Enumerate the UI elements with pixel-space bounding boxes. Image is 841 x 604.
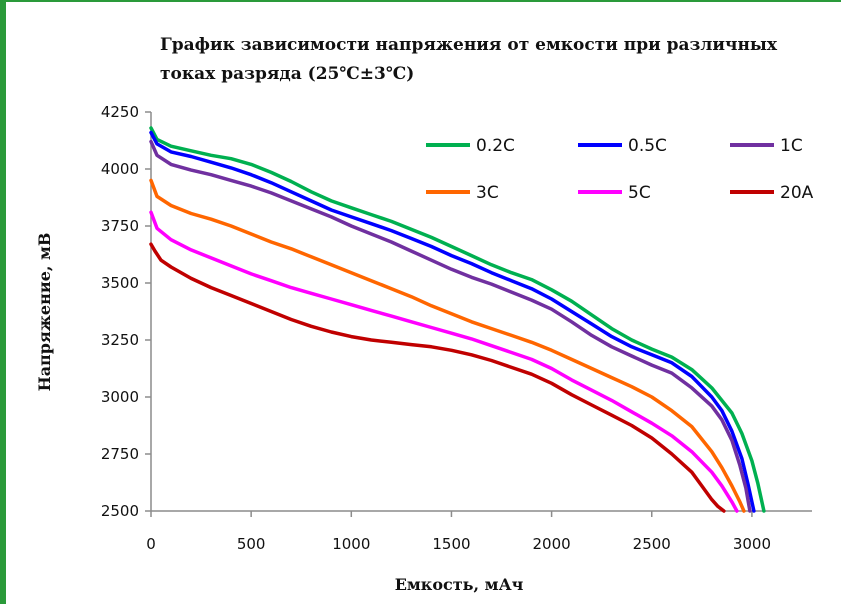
- legend-label: 0.2C: [476, 136, 515, 156]
- y-tick-label: 2750: [101, 445, 139, 463]
- series-line-1C: [149, 139, 752, 513]
- x-tick-label: 0: [146, 535, 156, 553]
- chart-title-line-2: токах разряда (25℃±3℃): [160, 64, 414, 84]
- y-tick-label: 3000: [101, 388, 139, 406]
- y-axis-title: Напряжение, мВ: [35, 233, 54, 392]
- x-ticks: 0 500 1000 1500 2000 2500 3000: [146, 511, 771, 553]
- y-tick-label: 4250: [101, 103, 139, 121]
- chart-title-line-1: График зависимости напряжения от емкости…: [160, 35, 778, 55]
- legend-label: 20A: [780, 183, 814, 203]
- x-tick-label: 2000: [533, 535, 571, 553]
- series-line-0.5C: [149, 130, 756, 513]
- y-tick-label: 4000: [101, 160, 139, 178]
- series-group: [149, 126, 766, 513]
- y-tick-label: 3250: [101, 331, 139, 349]
- x-tick-label: 1500: [432, 535, 470, 553]
- legend-label: 0.5C: [628, 136, 667, 156]
- y-tick-label: 2500: [101, 502, 139, 520]
- plot-area: 2500 2750 3000 3250 3500 3750 4000 4250 0 500 100…: [101, 103, 812, 553]
- y-ticks: 2500 2750 3000 3250 3500 3750 4000 4250: [101, 103, 151, 520]
- legend: 0.2C 0.5C 1C 3C 5C 20A: [426, 136, 814, 203]
- x-tick-label: 3000: [733, 535, 771, 553]
- y-tick-label: 3750: [101, 217, 139, 235]
- x-tick-label: 1000: [332, 535, 370, 553]
- y-tick-label: 3500: [101, 274, 139, 292]
- legend-label: 1C: [780, 136, 803, 156]
- legend-label: 3C: [476, 183, 499, 203]
- series-line-3C: [149, 178, 746, 513]
- legend-label: 5C: [628, 183, 651, 203]
- series-line-5C: [149, 210, 739, 513]
- series-line-20A: [149, 242, 726, 513]
- series-line-0.2C: [149, 126, 766, 513]
- x-tick-label: 500: [237, 535, 266, 553]
- x-tick-label: 2500: [633, 535, 671, 553]
- x-axis-title: Емкость, мАч: [395, 575, 524, 594]
